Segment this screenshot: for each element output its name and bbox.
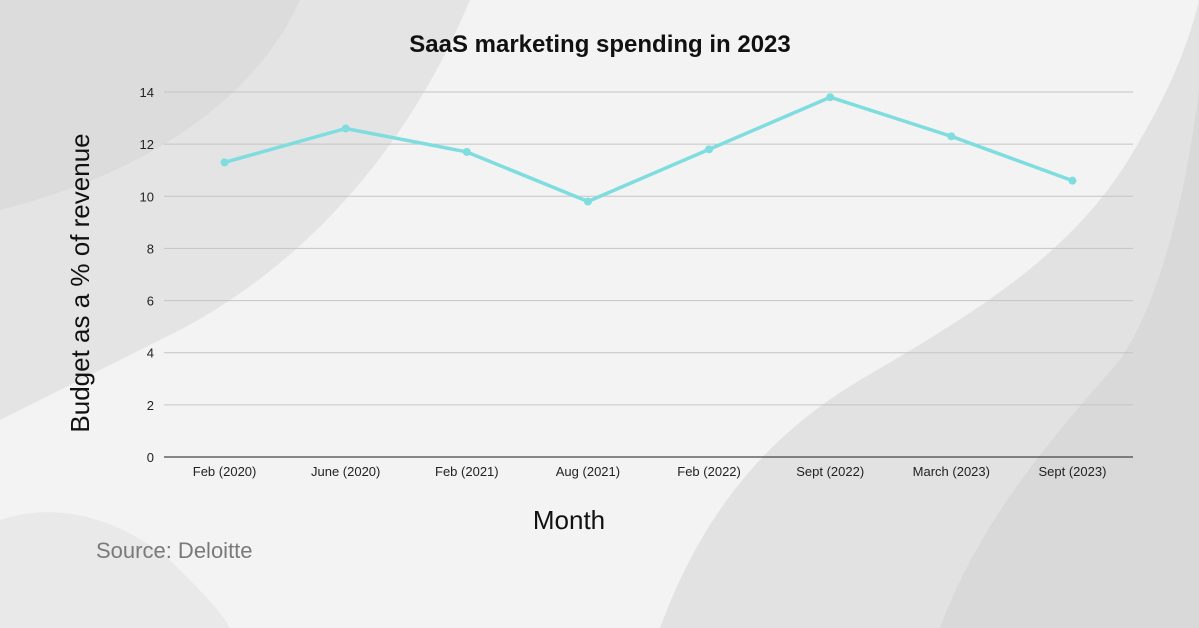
y-tick-label: 12 — [140, 137, 154, 152]
series-line — [224, 95, 1074, 204]
x-tick-label: March (2023) — [913, 464, 990, 479]
x-axis-label: Month — [533, 505, 605, 535]
data-point — [947, 132, 956, 141]
y-tick-label: 0 — [147, 450, 154, 465]
data-point — [826, 93, 835, 102]
y-tick-label: 8 — [147, 241, 154, 256]
y-axis-ticks: 0 2 4 6 8 10 12 14 — [140, 85, 154, 465]
x-tick-label: Feb (2020) — [193, 464, 257, 479]
y-tick-label: 10 — [140, 189, 154, 204]
data-point — [583, 197, 592, 206]
x-tick-label: Feb (2022) — [677, 464, 741, 479]
source-note: Source: Deloitte — [96, 538, 253, 563]
y-axis-label: Budget as a % of revenue — [65, 133, 95, 432]
x-tick-label: Aug (2021) — [556, 464, 620, 479]
x-tick-label: Sept (2022) — [796, 464, 864, 479]
chart-title: SaaS marketing spending in 2023 — [409, 31, 790, 58]
y-tick-label: 6 — [147, 294, 154, 309]
y-tick-label: 14 — [140, 85, 154, 100]
y-tick-label: 2 — [147, 398, 154, 413]
data-point — [462, 147, 471, 156]
x-axis-ticks: Feb (2020) June (2020) Feb (2021) Aug (2021… — [193, 464, 1107, 479]
x-tick-label: June (2020) — [311, 464, 380, 479]
y-tick-label: 4 — [147, 346, 154, 361]
gridlines — [164, 91, 1133, 458]
x-tick-label: Sept (2023) — [1038, 464, 1106, 479]
data-point — [705, 145, 714, 154]
data-point — [220, 158, 229, 167]
series-points — [220, 93, 1077, 206]
x-tick-label: Feb (2021) — [435, 464, 499, 479]
data-point — [341, 124, 350, 133]
data-point — [1068, 176, 1077, 185]
